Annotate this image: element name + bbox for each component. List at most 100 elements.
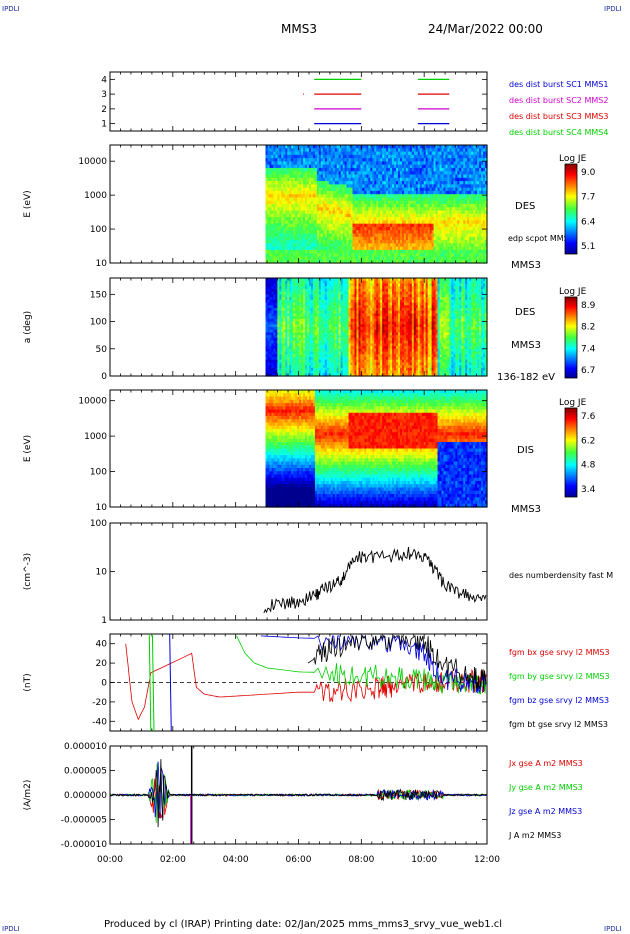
legend-entry: fgm bz gse srvy l2 MMS3 <box>509 696 609 705</box>
colorbar-tick-label: 6.4 <box>581 217 596 227</box>
colorbar-tick-label: 7.7 <box>581 193 595 203</box>
x-tick-label: 02:00 <box>160 855 186 865</box>
panel-label-dis: DIS <box>517 445 534 456</box>
x-tick-label: 08:00 <box>348 855 374 865</box>
panel-frame-1 <box>109 71 488 132</box>
y-tick-label: 1 <box>101 120 107 130</box>
header-datetime: 24/Mar/2022 00:00 <box>428 22 543 36</box>
y-tick-label: -40 <box>92 717 107 727</box>
y-tick-label: 150 <box>90 290 107 300</box>
y-tick-label: -0.000010 <box>61 840 107 850</box>
y-tick-label: 3 <box>101 90 107 100</box>
colorbar-tick-label: 4.8 <box>581 461 596 471</box>
series-j-1 <box>109 763 488 823</box>
footer-credits: Produced by cl (IRAP) Printing date: 02/… <box>104 919 503 930</box>
y-tick-label: 0.000000 <box>64 791 107 801</box>
legend-entry: des numberdensity fast M <box>509 571 613 580</box>
y-tick-label: 10000 <box>78 397 107 407</box>
y-tick-label: 100 <box>90 225 107 235</box>
y-tick-label: 100 <box>90 318 107 328</box>
colorbar-tick-label: 9.0 <box>581 168 596 178</box>
spacecraft-label: MMS3 <box>511 504 541 515</box>
legend-entry: J A m2 MMS3 <box>508 831 561 840</box>
colorbar-tick-label: 5.1 <box>581 242 595 252</box>
legend-entry: Jy gse A m2 MMS3 <box>508 783 583 792</box>
y-tick-label: 1 <box>101 616 107 626</box>
legend-entry: Jx gse A m2 MMS3 <box>508 759 583 768</box>
y-tick-label: 100 <box>90 468 107 478</box>
trace-green <box>151 633 155 732</box>
colorbar-des-pitch-angle <box>564 296 578 379</box>
series-j-2 <box>109 761 488 819</box>
heatmap-dis-energy <box>265 390 488 508</box>
colorbar-tick-label: 6.7 <box>581 366 595 376</box>
y-axis-label: (cm^-3) <box>23 553 33 590</box>
trace-blue <box>169 633 172 732</box>
corner-label-top-right: IPDLI <box>604 5 622 13</box>
y-tick-label: 40 <box>96 640 108 650</box>
x-tick-label: 04:00 <box>223 855 249 865</box>
panel-label-des: DES <box>515 201 535 212</box>
y-tick-label: -20 <box>92 698 107 708</box>
legend-entry: fgm bx gse srvy l2 MMS3 <box>509 648 610 657</box>
y-tick-label: 10 <box>96 568 108 578</box>
y-axis-label: E (eV) <box>23 435 33 462</box>
series-j-3 <box>109 759 488 828</box>
x-tick-label: 12:00 <box>474 855 500 865</box>
colorbar-title: Log JE <box>559 287 587 297</box>
heatmap-des-pitch-angle <box>265 278 488 377</box>
trace-green <box>148 633 152 732</box>
series-bx <box>125 643 487 721</box>
colorbar-tick-label: 3.4 <box>581 485 596 495</box>
colorbar-tick-label: 8.9 <box>581 301 596 311</box>
y-tick-label: 10 <box>96 503 108 513</box>
series-bt <box>307 634 487 690</box>
spacecraft-label: MMS3 <box>511 340 541 351</box>
colorbar-tick-label: 7.4 <box>581 344 596 354</box>
y-axis-label: (nT) <box>23 673 33 691</box>
corner-label-top-left: IPDLI <box>2 5 20 13</box>
y-tick-label: 0.000010 <box>64 742 107 752</box>
y-tick-label: 0 <box>101 679 107 689</box>
x-tick-label: 00:00 <box>97 855 123 865</box>
y-tick-label: 10000 <box>78 157 107 167</box>
y-tick-label: 100 <box>90 519 107 529</box>
colorbar-tick-label: 7.6 <box>581 412 596 422</box>
corner-label-bottom-right: IPDLI <box>604 925 622 933</box>
y-tick-label: 1000 <box>84 191 107 201</box>
y-axis-label: E (eV) <box>23 190 33 217</box>
colorbar-title: Log JE <box>559 154 587 164</box>
colorbar-des-energy <box>564 163 578 255</box>
y-tick-label: 50 <box>96 345 108 355</box>
y-axis-label: a (deg) <box>23 311 33 343</box>
y-tick-label: 2 <box>101 105 107 115</box>
y-tick-label: 0.000005 <box>64 767 107 777</box>
y-tick-label: 1000 <box>84 432 107 442</box>
legend-entry: des dist burst SC1 MMS1 <box>509 80 608 89</box>
legend-entry: fgm bt gse srvy l2 MMS3 <box>509 720 608 729</box>
legend-entry: des dist burst SC4 MMS4 <box>509 128 608 137</box>
legend-entry: des dist burst SC2 MMS2 <box>509 96 608 105</box>
overlay-label: edp scpot MMS3 <box>508 234 574 243</box>
energy-label: 136-182 eV <box>497 372 555 383</box>
corner-label-bottom-left: IPDLI <box>2 925 20 933</box>
spacecraft-label: MMS3 <box>511 260 541 271</box>
colorbar-title: Log JE <box>559 398 587 408</box>
colorbar-tick-label: 6.2 <box>581 436 595 446</box>
x-tick-label: 06:00 <box>286 855 312 865</box>
legend-entry: des dist burst SC3 MMS3 <box>509 112 608 121</box>
y-tick-label: 20 <box>96 659 108 669</box>
legend-entry: Jz gse A m2 MMS3 <box>508 807 582 816</box>
header-spacecraft: MMS3 <box>281 22 317 36</box>
colorbar-dis-energy <box>564 407 578 498</box>
heatmap-des-energy <box>265 145 488 264</box>
legend-entry: fgm by gse srvy l2 MMS3 <box>509 672 610 681</box>
series-density <box>263 546 487 614</box>
y-tick-label: 10 <box>96 259 108 269</box>
x-tick-label: 10:00 <box>411 855 437 865</box>
y-tick-label: 4 <box>101 75 107 85</box>
panel-label-des: DES <box>515 307 535 318</box>
y-axis-label: (A/m2) <box>23 780 33 811</box>
y-tick-label: 0 <box>101 372 107 382</box>
